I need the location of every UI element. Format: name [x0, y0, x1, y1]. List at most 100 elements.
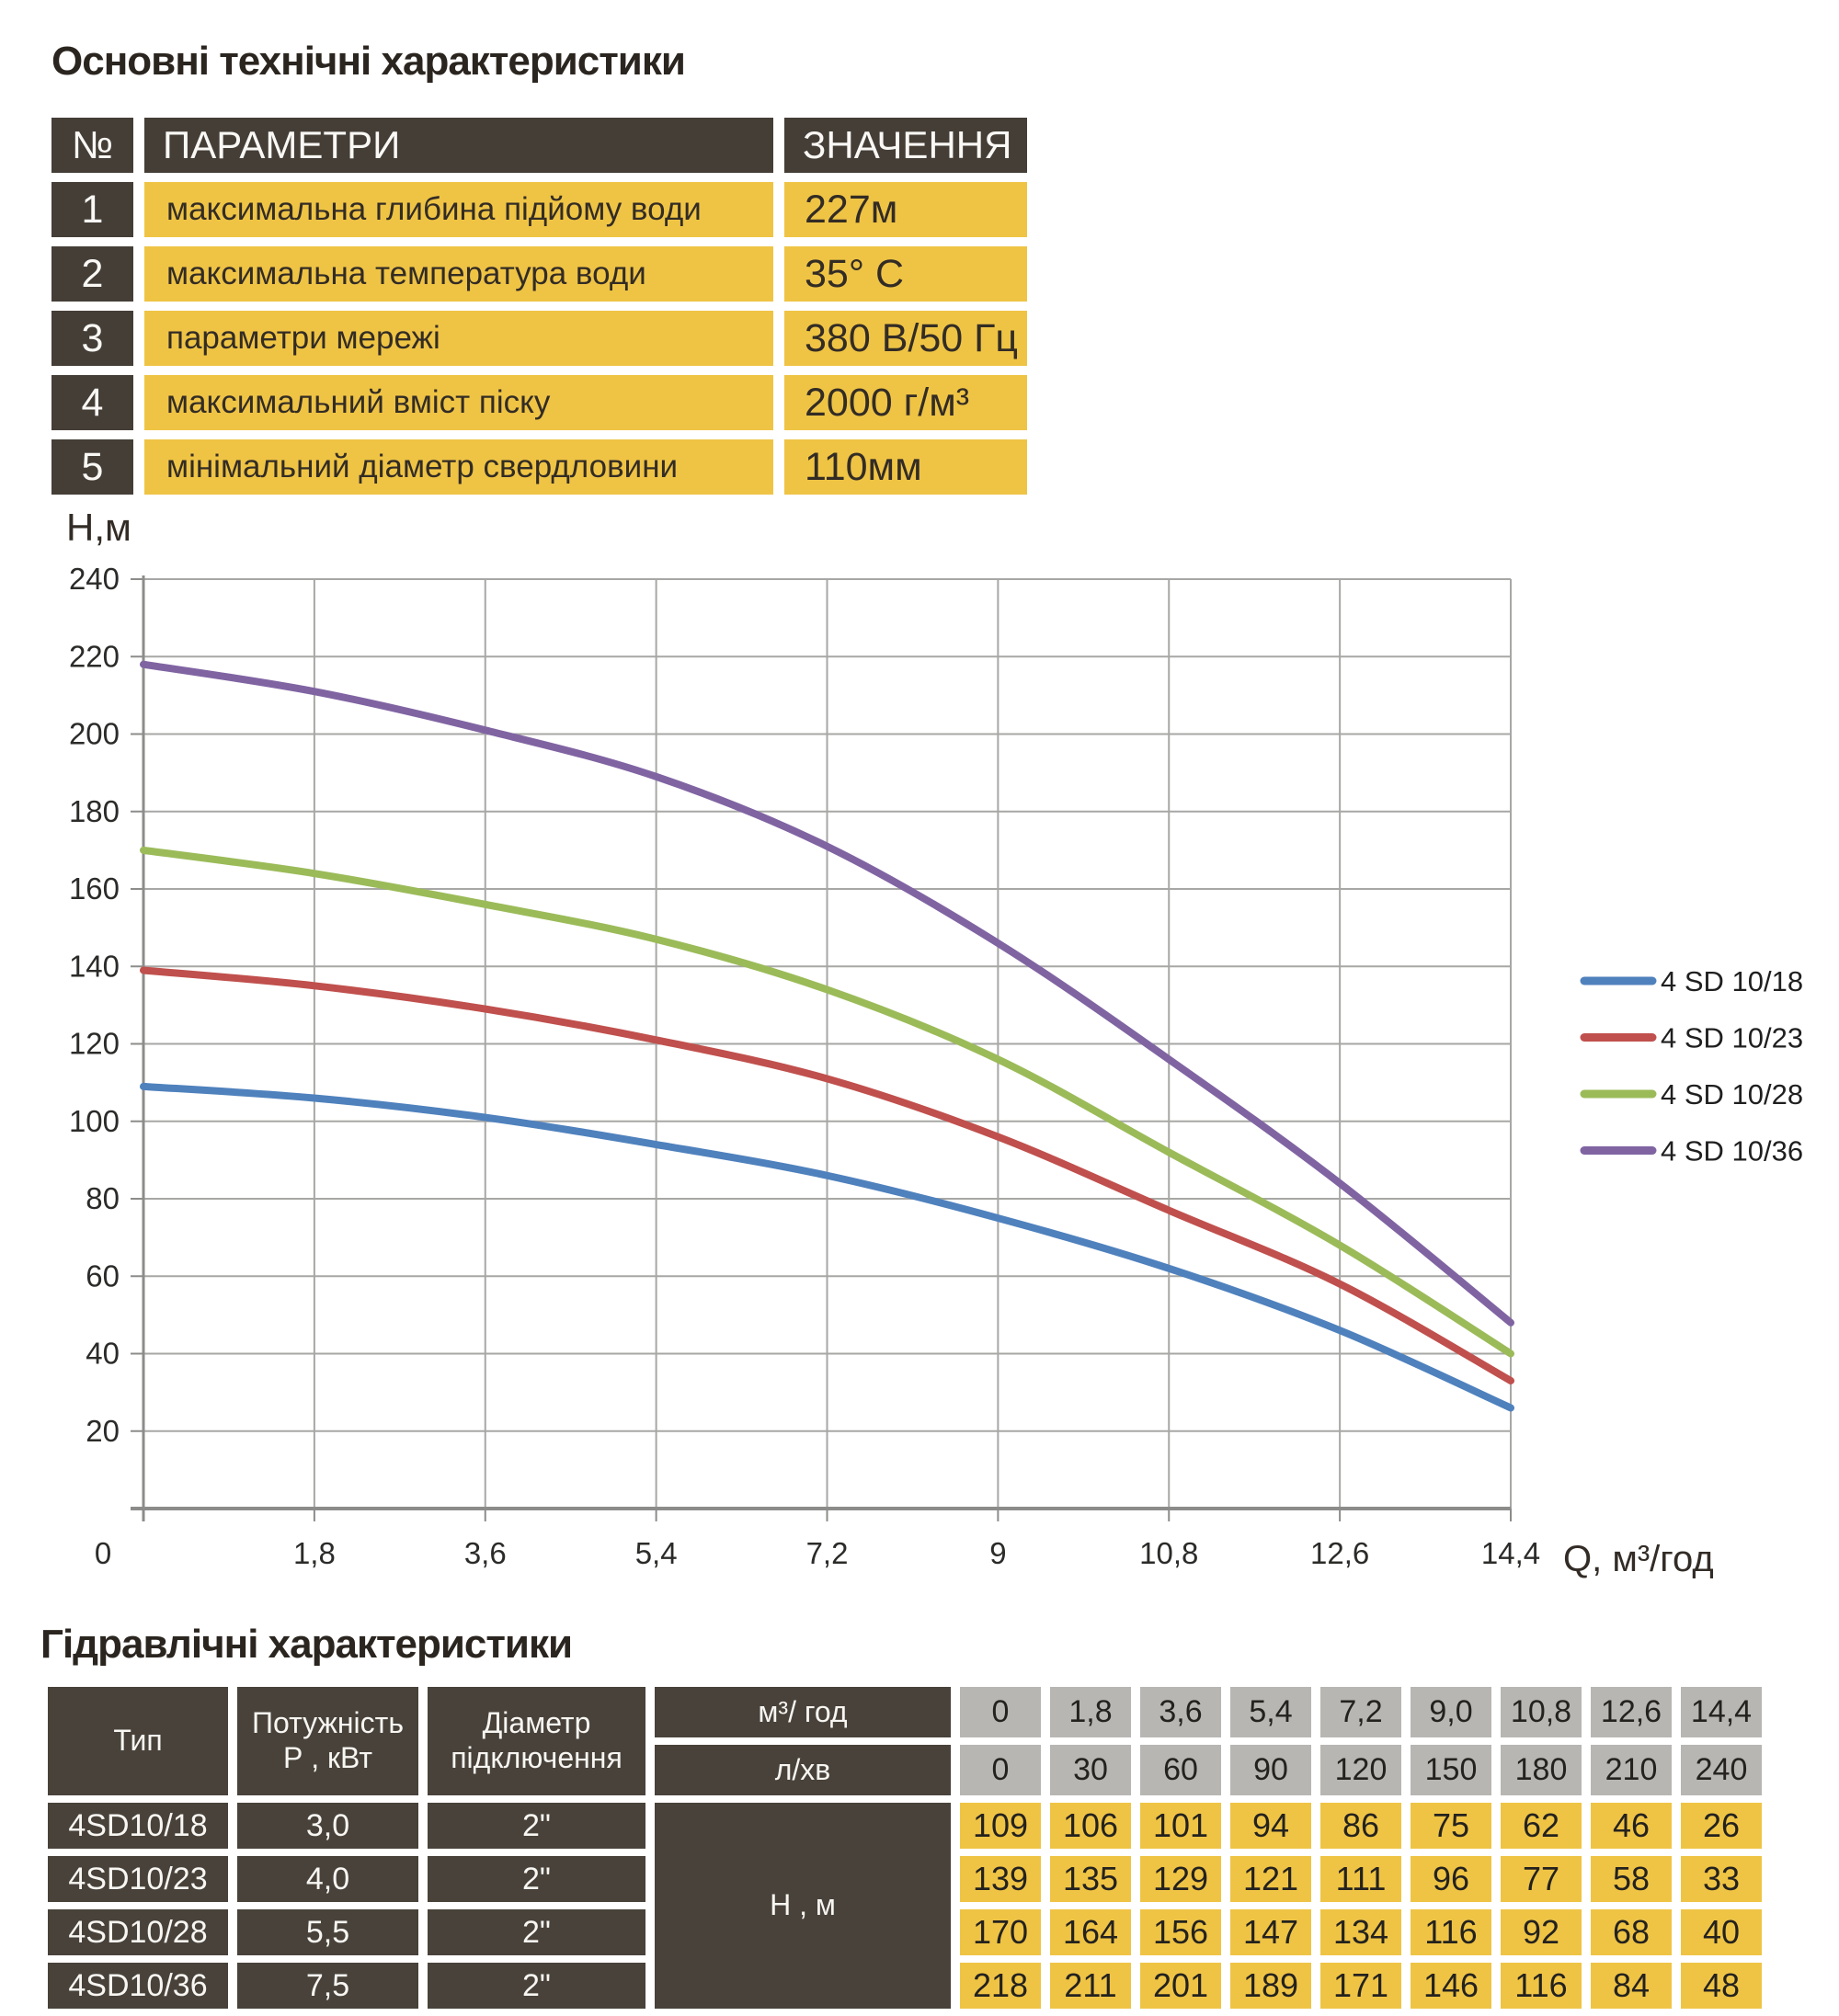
- spec-row-num: 3: [51, 311, 133, 366]
- head-value-cell: 40: [1681, 1909, 1762, 1955]
- pump-type-cell: 4SD10/28: [48, 1909, 228, 1955]
- flow-m3-value: 1,8: [1050, 1687, 1131, 1737]
- col-header-value: ЗНАЧЕННЯ: [784, 118, 1027, 173]
- head-value-cell: 58: [1591, 1856, 1672, 1902]
- flow-lmin-value: 90: [1230, 1745, 1311, 1795]
- flow-lmin-value: 0: [960, 1745, 1041, 1795]
- spec-row-value: 35° С: [784, 246, 1027, 302]
- head-value-cell: 189: [1230, 1963, 1311, 2009]
- col-header-param: ПАРАМЕТРИ: [144, 118, 773, 173]
- head-value-cell: 116: [1411, 1909, 1491, 1955]
- flow-lmin-value: 210: [1591, 1745, 1672, 1795]
- spec-row-value: 380 В/50 Гц: [784, 311, 1027, 366]
- y-tick-label: 240: [69, 562, 120, 596]
- flow-lmin-value: 120: [1320, 1745, 1401, 1795]
- head-value-cell: 77: [1501, 1856, 1582, 1902]
- flow-m3-value: 0: [960, 1687, 1041, 1737]
- y-tick-label: 140: [69, 949, 120, 983]
- x-tick-label: 5,4: [635, 1536, 678, 1570]
- col-header-flow-lmin: л/хв: [655, 1745, 951, 1795]
- head-value-cell: 62: [1501, 1803, 1582, 1849]
- pump-diameter-cell: 2": [428, 1803, 645, 1849]
- spec-row-num: 2: [51, 246, 133, 302]
- legend-label-4-sd-10-23: 4 SD 10/23: [1661, 1022, 1803, 1054]
- flow-lmin-value: 60: [1140, 1745, 1221, 1795]
- head-value-cell: 92: [1501, 1909, 1582, 1955]
- legend-label-4-sd-10-28: 4 SD 10/28: [1661, 1078, 1803, 1111]
- pump-diameter-cell: 2": [428, 1963, 645, 2009]
- hydraulic-title: Гідравлічні характеристики: [40, 1622, 573, 1667]
- x-axis-title: Q, м³/год: [1563, 1539, 1714, 1579]
- head-value-cell: 84: [1591, 1963, 1672, 2009]
- y-tick-label: 160: [69, 871, 120, 905]
- flow-lmin-value: 150: [1411, 1745, 1491, 1795]
- head-value-cell: 86: [1320, 1803, 1401, 1849]
- spec-row-num: 4: [51, 375, 133, 430]
- head-value-cell: 135: [1050, 1856, 1131, 1902]
- head-value-cell: 201: [1140, 1963, 1221, 2009]
- x-tick-label: 7,2: [806, 1536, 849, 1570]
- head-value-cell: 111: [1320, 1856, 1401, 1902]
- pump-type-cell: 4SD10/23: [48, 1856, 228, 1902]
- x-tick-label: 14,4: [1481, 1536, 1540, 1570]
- tech-specs-table: № ПАРАМЕТРИ ЗНАЧЕННЯ 1 максимальна глиби…: [51, 118, 1027, 495]
- pump-diameter-cell: 2": [428, 1909, 645, 1955]
- head-value-cell: 170: [960, 1909, 1041, 1955]
- pump-type-cell: 4SD10/18: [48, 1803, 228, 1849]
- x-tick-label: 3,6: [464, 1536, 507, 1570]
- legend-label-4-sd-10-36: 4 SD 10/36: [1661, 1135, 1803, 1167]
- head-value-cell: 94: [1230, 1803, 1311, 1849]
- col-header-num: №: [51, 118, 133, 173]
- head-value-cell: 46: [1591, 1803, 1672, 1849]
- flow-m3-value: 3,6: [1140, 1687, 1221, 1737]
- col-header-head: Н , м: [655, 1803, 951, 2009]
- y-tick-label: 100: [69, 1104, 120, 1138]
- pump-curves-chart: 20 40 60 80 100 120 140 160 180 200 220 240 0 1,8 3,6 5…: [66, 506, 1803, 1579]
- pump-power-cell: 3,0: [237, 1803, 418, 1849]
- spec-row-num: 5: [51, 439, 133, 495]
- head-value-cell: 116: [1501, 1963, 1582, 2009]
- pump-power-cell: 4,0: [237, 1856, 418, 1902]
- x-tick-label: 1,8: [293, 1536, 336, 1570]
- y-tick-label: 200: [69, 717, 120, 751]
- head-value-cell: 164: [1050, 1909, 1131, 1955]
- spec-row-value: 110мм: [784, 439, 1027, 495]
- legend-label-4-sd-10-18: 4 SD 10/18: [1661, 965, 1803, 997]
- y-axis-title: Н,м: [66, 506, 131, 549]
- col-header-type: Тип: [48, 1687, 228, 1795]
- flow-m3-value: 12,6: [1591, 1687, 1672, 1737]
- head-value-cell: 121: [1230, 1856, 1311, 1902]
- curve-4-sd-10-18: [140, 1082, 1514, 1412]
- flow-m3-value: 5,4: [1230, 1687, 1311, 1737]
- curve-4-sd-10-23: [140, 966, 1514, 1384]
- y-tick-label: 180: [69, 794, 120, 828]
- head-value-cell: 139: [960, 1856, 1041, 1902]
- flow-lmin-value: 180: [1501, 1745, 1582, 1795]
- spec-row-num: 1: [51, 182, 133, 237]
- y-tick-label: 120: [69, 1027, 120, 1061]
- flow-m3-value: 14,4: [1681, 1687, 1762, 1737]
- pump-power-cell: 7,5: [237, 1963, 418, 2009]
- head-value-cell: 134: [1320, 1909, 1401, 1955]
- hydraulic-table: Тип Потужність Р , кВт Діаметр підключення…: [48, 1687, 1762, 2009]
- spec-row-param: параметри мережі: [144, 311, 773, 366]
- flow-m3-value: 9,0: [1411, 1687, 1491, 1737]
- head-value-cell: 218: [960, 1963, 1041, 2009]
- spec-row-value: 227м: [784, 182, 1027, 237]
- flow-lmin-value: 30: [1050, 1745, 1131, 1795]
- head-value-cell: 156: [1140, 1909, 1221, 1955]
- head-value-cell: 101: [1140, 1803, 1221, 1849]
- head-value-cell: 96: [1411, 1856, 1491, 1902]
- spec-row-param: максимальна глибина підйому води: [144, 182, 773, 237]
- y-tick-label: 60: [86, 1259, 120, 1293]
- y-tick-label: 220: [69, 639, 120, 673]
- col-header-flow-m3: м³/ год: [655, 1687, 951, 1737]
- y-tick-label: 40: [86, 1337, 120, 1371]
- head-value-cell: 33: [1681, 1856, 1762, 1902]
- x-tick-label: 12,6: [1310, 1536, 1369, 1570]
- flow-lmin-value: 240: [1681, 1745, 1762, 1795]
- flow-m3-value: 10,8: [1501, 1687, 1582, 1737]
- pump-power-cell: 5,5: [237, 1909, 418, 1955]
- head-value-cell: 48: [1681, 1963, 1762, 2009]
- flow-m3-value: 7,2: [1320, 1687, 1401, 1737]
